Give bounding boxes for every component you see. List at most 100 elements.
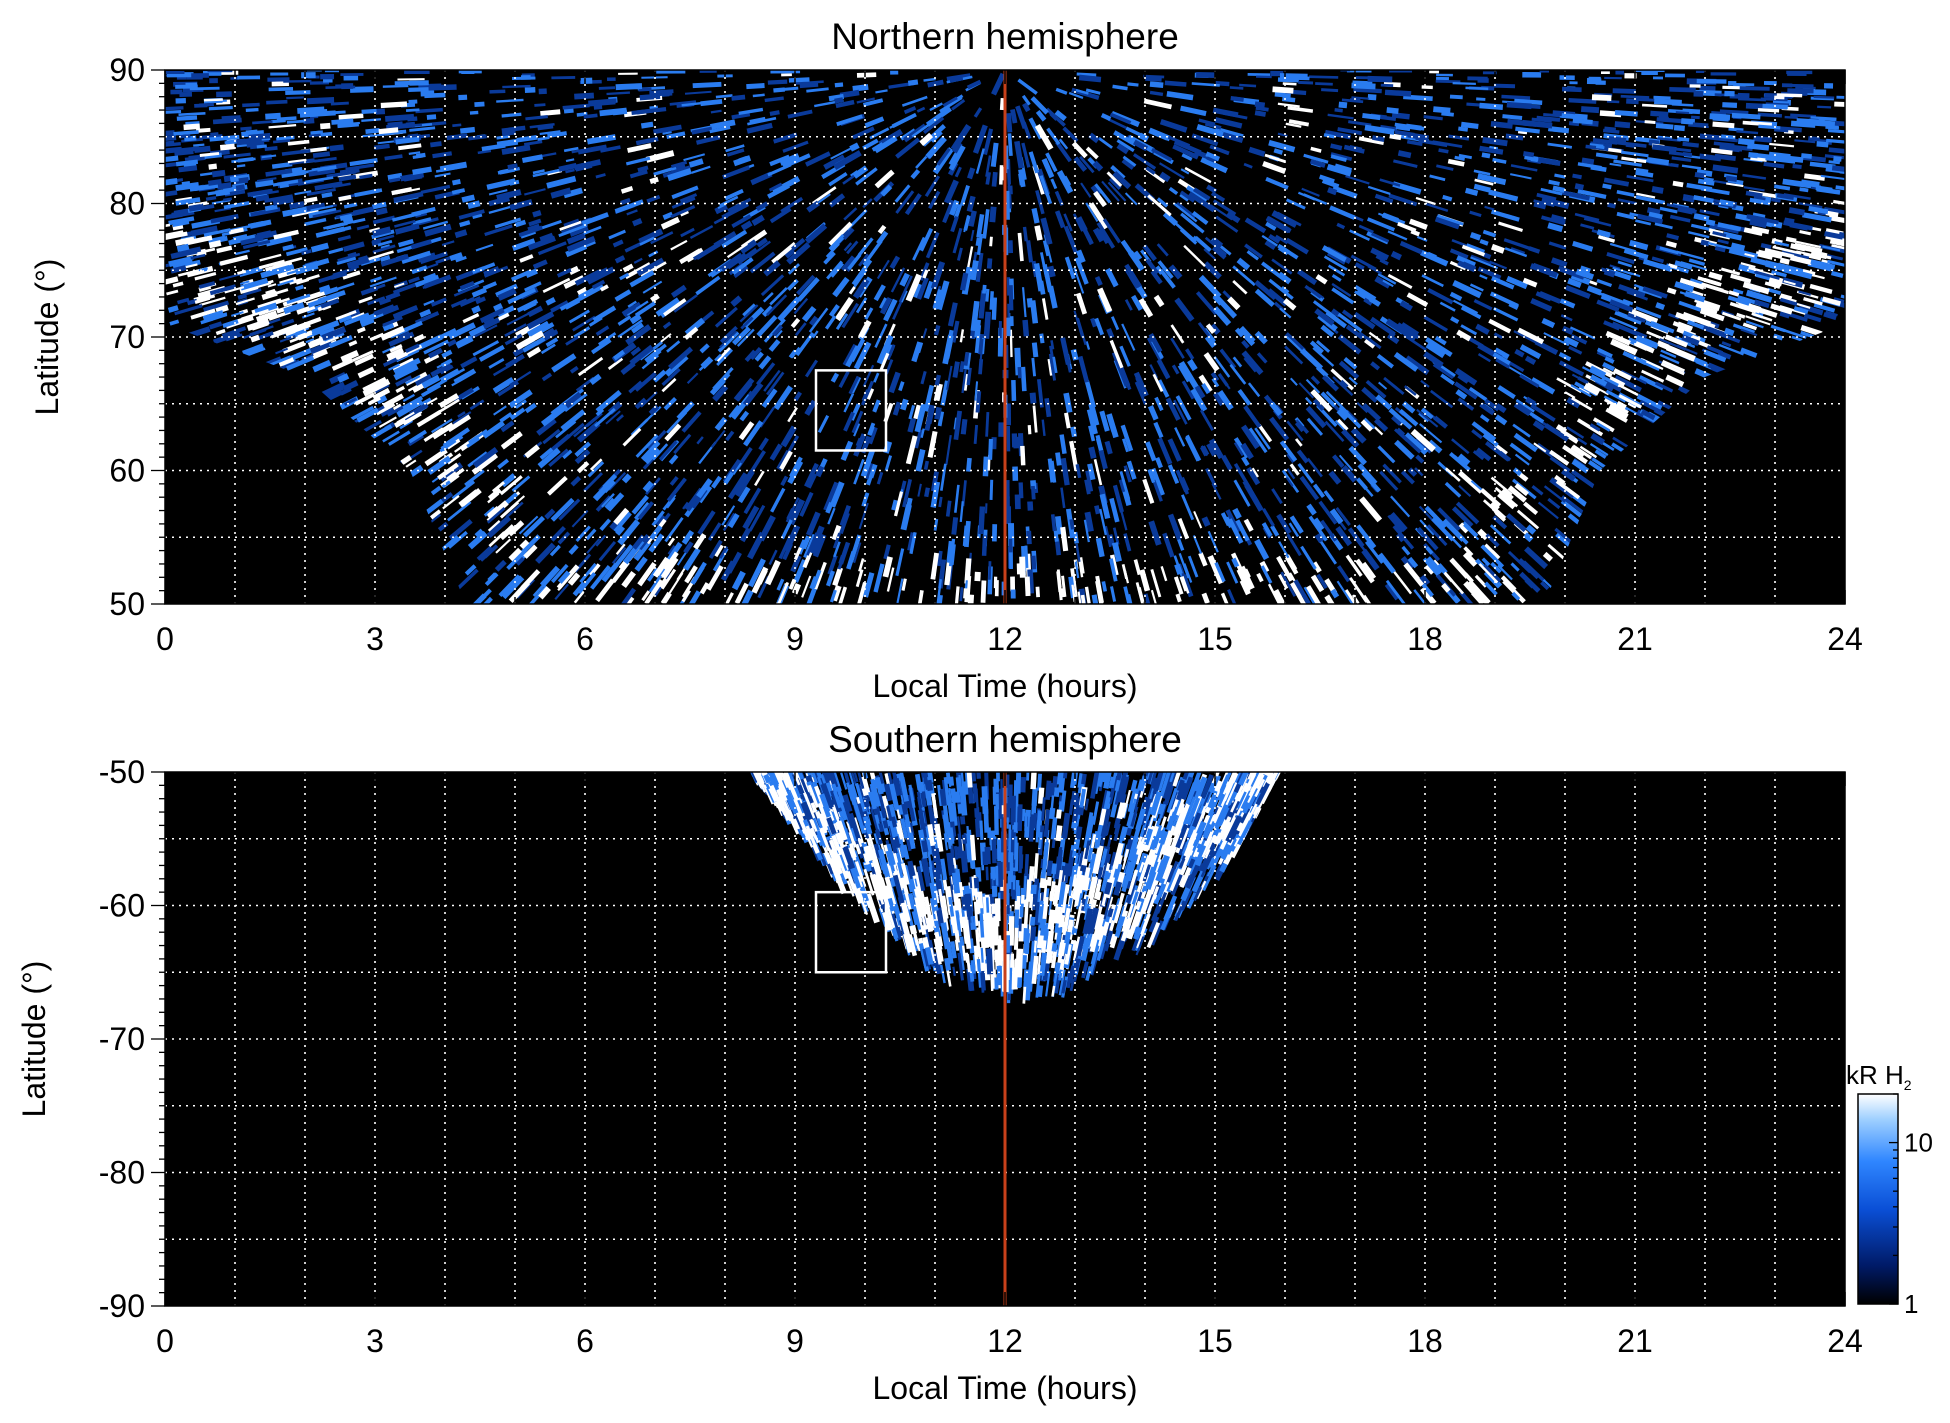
north-emission-streak (173, 130, 199, 136)
north-emission-streak (331, 358, 354, 371)
north-emission-streak (634, 371, 657, 392)
north-emission-streak (1601, 441, 1615, 452)
north-emission-streak (622, 263, 634, 273)
north-emission-streak (832, 585, 842, 602)
north-emission-streak (1173, 576, 1184, 595)
north-emission-streak (1665, 73, 1685, 78)
north-emission-streak (1493, 443, 1508, 456)
north-emission-streak (1017, 78, 1038, 95)
north-emission-streak (524, 87, 536, 93)
north-emission-streak (1156, 243, 1169, 257)
north-emission-streak (1529, 263, 1558, 278)
north-emission-streak (559, 220, 582, 231)
north-emission-streak (1354, 76, 1369, 80)
north-emission-streak (1712, 164, 1739, 174)
north-emission-streak (265, 234, 293, 247)
north-emission-streak (1232, 356, 1243, 368)
north-emission-streak (1710, 147, 1733, 155)
north-emission-streak (1236, 257, 1251, 271)
north-emission-streak (1068, 91, 1084, 100)
north-emission-streak (1286, 453, 1295, 464)
north-emission-streak (1482, 563, 1502, 583)
north-emission-streak (963, 588, 968, 599)
north-emission-streak (967, 594, 975, 604)
north-emission-streak (1092, 227, 1105, 243)
north-emission-streak (426, 114, 437, 120)
north-emission-streak (461, 194, 476, 203)
north-emission-streak (320, 122, 331, 130)
north-emission-streak (245, 107, 259, 112)
north-emission-streak (551, 353, 577, 373)
north-emission-streak (1005, 113, 1013, 133)
north-emission-streak (813, 561, 827, 590)
north-emission-streak (483, 506, 496, 517)
north-emission-streak (1779, 257, 1790, 265)
north-emission-streak (889, 255, 901, 270)
north-emission-streak (1493, 306, 1519, 322)
north-emission-streak (1298, 80, 1314, 85)
north-emission-streak (1265, 215, 1291, 234)
north-emission-streak (713, 544, 724, 558)
north-emission-streak (1320, 391, 1337, 408)
north-emission-streak (1533, 442, 1547, 453)
north-emission-streak (1232, 280, 1248, 295)
north-emission-streak (1554, 527, 1574, 545)
north-emission-streak (1646, 330, 1665, 341)
north-emission-streak (1090, 184, 1102, 197)
north-emission-streak (1211, 377, 1220, 388)
north-emission-streak (170, 89, 183, 95)
north-emission-streak (380, 406, 395, 417)
north-emission-streak (1105, 267, 1119, 288)
south-emission-streak (1031, 787, 1038, 806)
north-emission-streak (634, 501, 651, 521)
north-emission-streak (1006, 425, 1011, 452)
north-emission-streak (1387, 230, 1408, 241)
north-emission-streak (171, 211, 183, 219)
north-emission-streak (409, 80, 429, 86)
north-emission-streak (341, 83, 354, 90)
north-emission-streak (1603, 320, 1621, 331)
north-emission-streak (369, 276, 397, 288)
north-emission-streak (1022, 226, 1028, 242)
north-emission-streak (898, 381, 905, 392)
north-emission-streak (1808, 273, 1825, 280)
north-emission-streak (606, 77, 616, 82)
north-emission-streak (989, 236, 993, 247)
north-emission-streak (209, 134, 240, 142)
north-emission-streak (1337, 565, 1351, 583)
north-emission-streak (1607, 404, 1629, 420)
north-emission-streak (1285, 477, 1294, 487)
north-emission-streak (1469, 210, 1482, 218)
north-emission-streak (441, 480, 451, 489)
north-emission-streak (243, 347, 266, 358)
north-emission-streak (733, 377, 755, 402)
north-emission-streak (863, 572, 875, 598)
north-emission-streak (1479, 238, 1489, 246)
north-emission-streak (1055, 140, 1072, 163)
north-emission-streak (1579, 445, 1598, 459)
north-emission-streak (1021, 94, 1031, 106)
north-emission-streak (1451, 506, 1474, 528)
north-emission-streak (311, 347, 328, 360)
north-emission-streak (1514, 483, 1529, 497)
north-emission-streak (998, 422, 1005, 437)
north-emission-streak (966, 457, 972, 472)
north-emission-streak (358, 296, 373, 304)
north-emission-streak (1626, 174, 1654, 183)
north-emission-streak (1060, 457, 1070, 486)
north-emission-streak (691, 165, 711, 174)
north-emission-streak (976, 214, 985, 238)
north-emission-streak (349, 157, 378, 167)
north-emission-streak (1029, 392, 1037, 404)
north-emission-streak (211, 169, 226, 178)
north-emission-streak (563, 275, 585, 290)
north-emission-streak (215, 328, 226, 336)
north-emission-streak (568, 265, 580, 275)
north-emission-streak (1659, 206, 1678, 214)
north-emission-streak (801, 305, 817, 323)
north-emission-streak (1074, 257, 1089, 285)
north-emission-streak (1434, 335, 1447, 346)
north-emission-streak (1580, 106, 1600, 114)
north-emission-streak (1124, 299, 1133, 311)
north-emission-streak (916, 106, 926, 113)
